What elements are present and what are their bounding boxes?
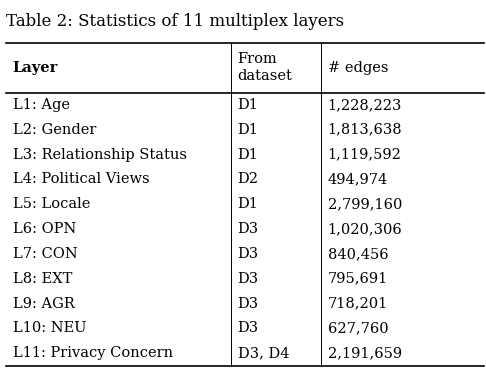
Text: 494,974: 494,974 xyxy=(328,172,388,186)
Text: From
dataset: From dataset xyxy=(238,53,293,83)
Text: Table 2: Statistics of 11 multiplex layers: Table 2: Statistics of 11 multiplex laye… xyxy=(6,13,344,30)
Text: D1: D1 xyxy=(238,148,259,162)
Text: 840,456: 840,456 xyxy=(328,247,388,261)
Text: D3: D3 xyxy=(238,272,259,286)
Text: L10: NEU: L10: NEU xyxy=(13,321,86,335)
Text: L1: Age: L1: Age xyxy=(13,98,69,112)
Text: 1,020,306: 1,020,306 xyxy=(328,222,402,236)
Text: D3: D3 xyxy=(238,222,259,236)
Text: L5: Locale: L5: Locale xyxy=(13,197,90,211)
Text: 718,201: 718,201 xyxy=(328,296,388,310)
Text: 2,191,659: 2,191,659 xyxy=(328,346,402,360)
Text: 1,119,592: 1,119,592 xyxy=(328,148,401,162)
Text: D3: D3 xyxy=(238,296,259,310)
Text: L8: EXT: L8: EXT xyxy=(13,272,72,286)
Text: D1: D1 xyxy=(238,123,259,137)
Text: D1: D1 xyxy=(238,197,259,211)
Text: 795,691: 795,691 xyxy=(328,272,388,286)
Text: L9: AGR: L9: AGR xyxy=(13,296,74,310)
Text: 2,799,160: 2,799,160 xyxy=(328,197,402,211)
Text: L2: Gender: L2: Gender xyxy=(13,123,96,137)
Text: L11: Privacy Concern: L11: Privacy Concern xyxy=(13,346,173,360)
Text: 1,228,223: 1,228,223 xyxy=(328,98,402,112)
Text: Layer: Layer xyxy=(13,61,58,74)
Text: D3: D3 xyxy=(238,321,259,335)
Text: L7: CON: L7: CON xyxy=(13,247,77,261)
Text: 1,813,638: 1,813,638 xyxy=(328,123,402,137)
Text: L6: OPN: L6: OPN xyxy=(13,222,76,236)
Text: D3, D4: D3, D4 xyxy=(238,346,289,360)
Text: D3: D3 xyxy=(238,247,259,261)
Text: L3: Relationship Status: L3: Relationship Status xyxy=(13,148,187,162)
Text: D2: D2 xyxy=(238,172,259,186)
Text: # edges: # edges xyxy=(328,61,388,74)
Text: D1: D1 xyxy=(238,98,259,112)
Text: L4: Political Views: L4: Political Views xyxy=(13,172,149,186)
Text: 627,760: 627,760 xyxy=(328,321,388,335)
